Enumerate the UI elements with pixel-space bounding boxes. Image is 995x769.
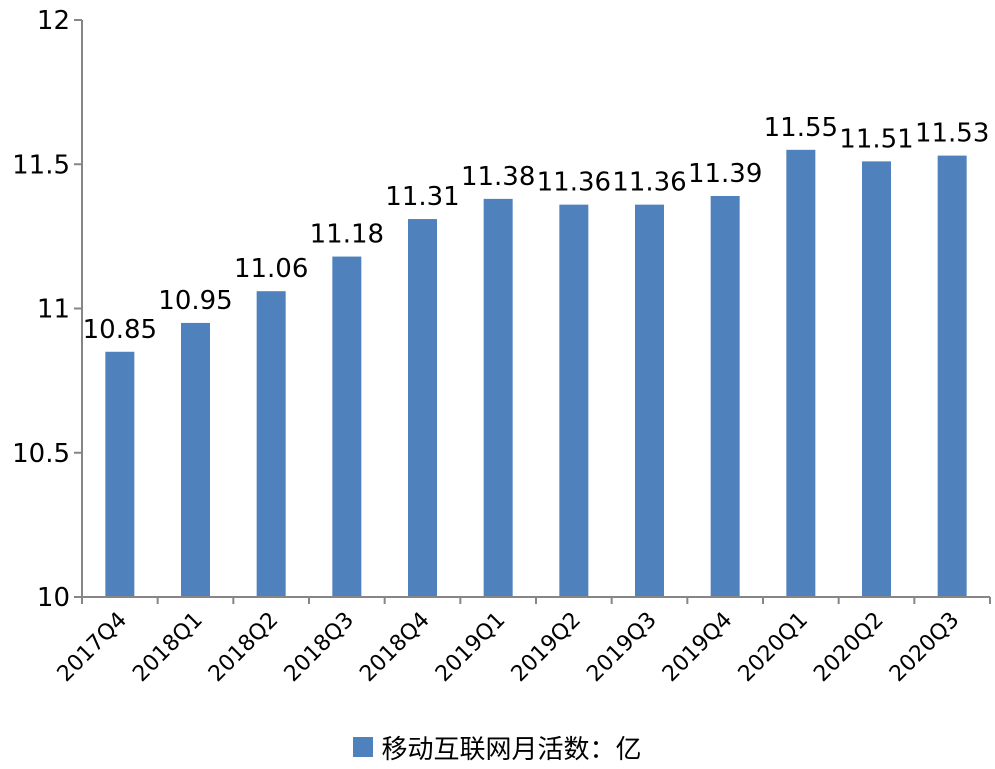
- category-label-2019Q3: 2019Q3: [582, 608, 661, 687]
- bar-2020Q2: [862, 161, 891, 598]
- legend: 移动互联网月活数：亿: [0, 727, 995, 767]
- bar-2018Q1: [181, 322, 210, 597]
- value-label-2019Q3: 11.36: [612, 168, 686, 198]
- bar-2020Q1: [786, 149, 816, 597]
- value-label-2019Q4: 11.39: [688, 159, 762, 189]
- category-label-2019Q1: 2019Q1: [431, 608, 510, 687]
- value-label-2020Q3: 11.53: [915, 119, 989, 149]
- bar-2019Q2: [559, 204, 589, 597]
- value-label-2019Q1: 11.38: [461, 162, 535, 192]
- value-label-2018Q1: 10.95: [158, 286, 232, 316]
- bar-2019Q3: [635, 204, 664, 597]
- bar-2017Q4: [105, 351, 135, 597]
- bar-2018Q3: [332, 256, 362, 597]
- value-label-2018Q4: 11.31: [385, 182, 459, 212]
- category-label-2020Q1: 2020Q1: [734, 608, 813, 687]
- y-tick-label: 10.5: [12, 439, 70, 469]
- category-label-2020Q2: 2020Q2: [809, 608, 888, 687]
- value-label-2018Q3: 11.18: [310, 220, 384, 250]
- y-tick-label: 11: [37, 295, 70, 325]
- category-label-2019Q2: 2019Q2: [507, 608, 586, 687]
- category-label-2018Q3: 2018Q3: [280, 608, 359, 687]
- value-label-2020Q1: 11.55: [764, 113, 838, 143]
- category-label-2019Q4: 2019Q4: [658, 608, 737, 687]
- value-label-2020Q2: 11.51: [839, 124, 913, 154]
- bar-2019Q4: [710, 195, 740, 598]
- bars: [105, 149, 967, 598]
- legend-swatch: [353, 737, 374, 757]
- y-tick-label: 10: [37, 583, 70, 613]
- value-label-2017Q4: 10.85: [83, 315, 157, 345]
- y-tick-label: 11.5: [12, 150, 70, 180]
- legend-label: 移动互联网月活数：亿: [381, 734, 642, 765]
- category-label-2018Q2: 2018Q2: [204, 608, 283, 687]
- y-tick-label: 12: [37, 6, 70, 36]
- value-label-2018Q2: 11.06: [234, 254, 308, 284]
- bar-2019Q1: [483, 198, 513, 597]
- bar-2020Q3: [937, 155, 967, 597]
- value-label-2019Q2: 11.36: [537, 168, 611, 198]
- category-label-2017Q4: 2017Q4: [53, 608, 132, 687]
- category-label-2018Q1: 2018Q1: [128, 608, 207, 687]
- bar-2018Q2: [256, 291, 286, 597]
- category-label-2020Q3: 2020Q3: [885, 608, 964, 687]
- bar-2018Q4: [408, 219, 437, 597]
- category-label-2018Q4: 2018Q4: [355, 608, 434, 687]
